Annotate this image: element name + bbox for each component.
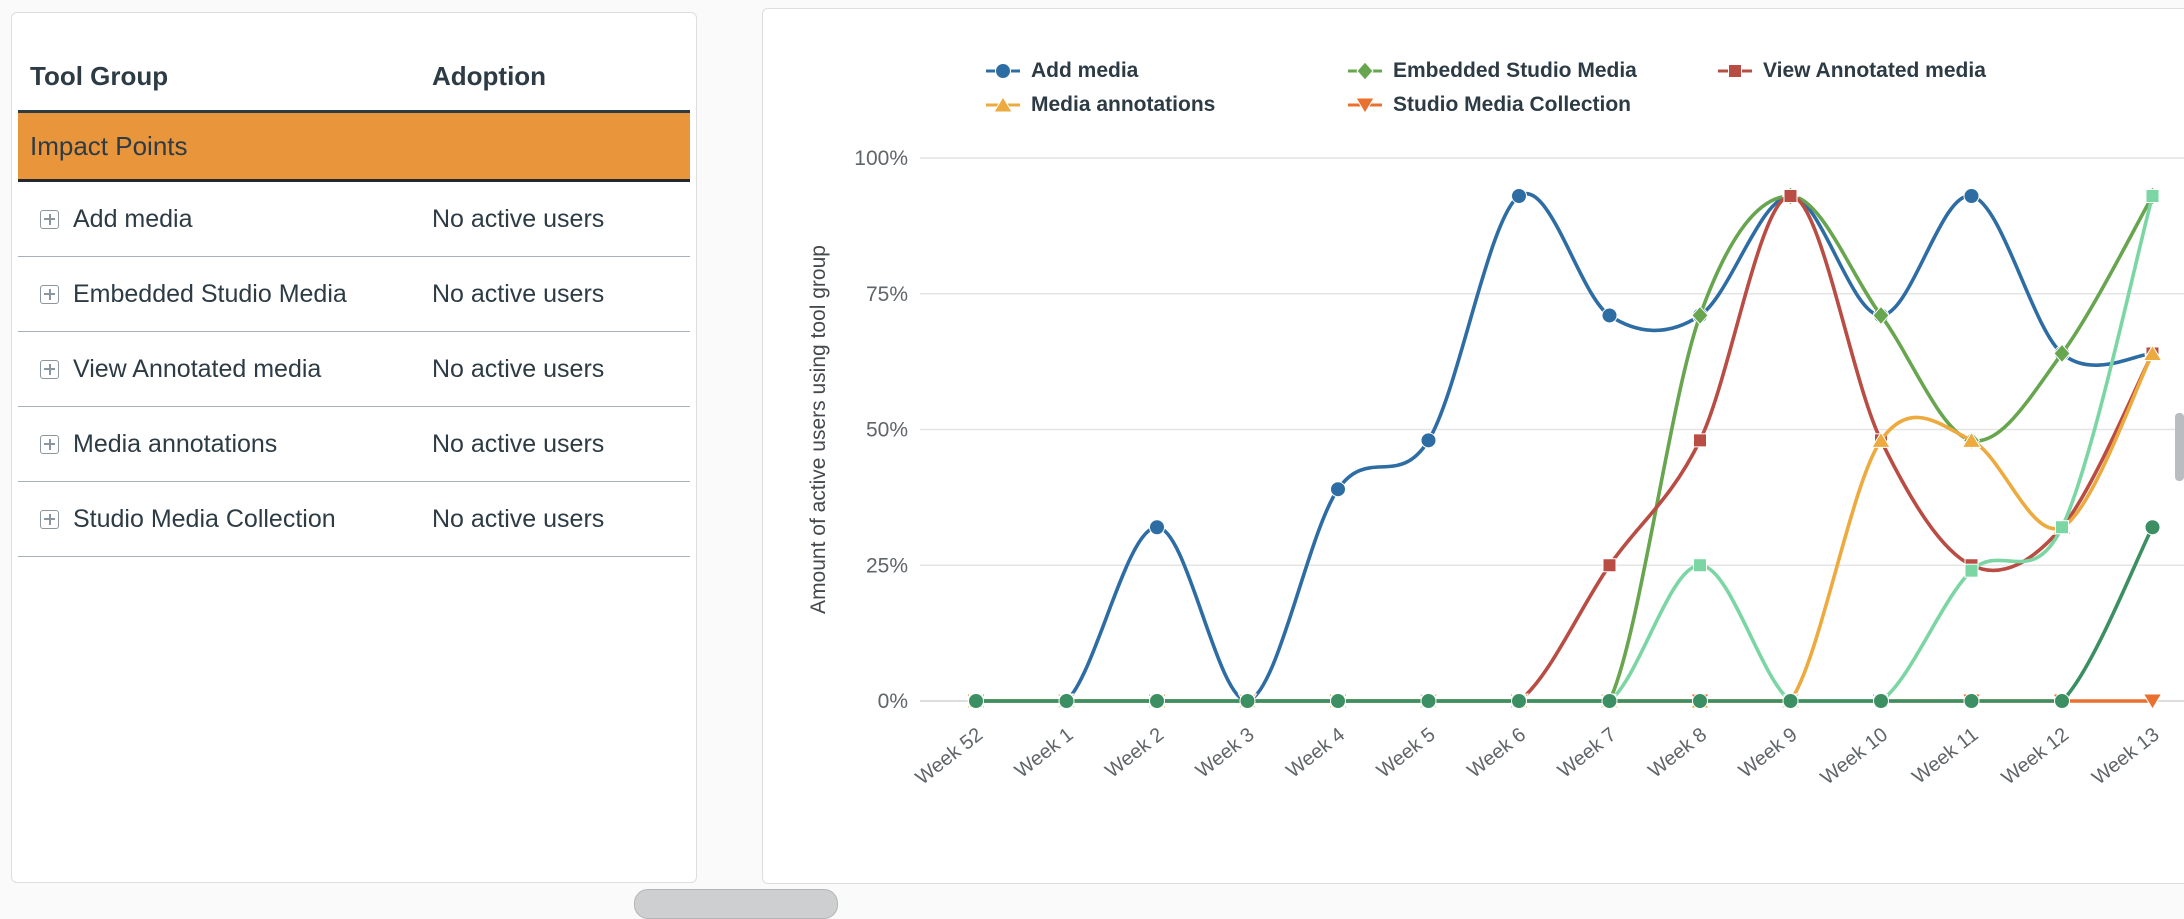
expand-icon[interactable] bbox=[40, 359, 59, 379]
table-row[interactable]: Media annotations No active users bbox=[18, 407, 690, 482]
group-row-label: Impact Points bbox=[30, 130, 188, 161]
horizontal-scrollbar-thumb[interactable] bbox=[634, 889, 838, 919]
tool-group-name: View Annotated media bbox=[73, 354, 322, 383]
tool-group-table-card: Tool Group Adoption Impact Points Add me… bbox=[11, 12, 697, 883]
series-line-embedded-studio-media bbox=[975, 194, 2155, 703]
adoption-value: No active users bbox=[432, 429, 605, 458]
legend-marker-triangle-down-icon bbox=[1348, 97, 1382, 114]
svg-text:Week 11: Week 11 bbox=[1908, 724, 1982, 789]
svg-text:75%: 75% bbox=[866, 283, 908, 306]
legend-item-media-annotations[interactable]: Media annotations bbox=[985, 93, 1347, 117]
series-line-unlabeled-6 bbox=[975, 526, 2155, 703]
tool-group-cell: Media annotations bbox=[18, 430, 430, 459]
legend-marker-circle-icon bbox=[986, 63, 1020, 79]
svg-text:25%: 25% bbox=[866, 554, 908, 577]
tool-group-name: Studio Media Collection bbox=[73, 504, 336, 533]
tool-group-cell: Embedded Studio Media bbox=[18, 280, 430, 309]
svg-text:Week 52: Week 52 bbox=[912, 724, 987, 790]
legend-marker-diamond-icon bbox=[1348, 61, 1382, 81]
svg-text:Week 4: Week 4 bbox=[1282, 724, 1349, 783]
table-row[interactable]: Embedded Studio Media No active users bbox=[18, 257, 690, 332]
legend-marker-triangle-up-icon bbox=[986, 96, 1020, 113]
svg-text:Week 5: Week 5 bbox=[1373, 724, 1440, 783]
adoption-chart: 0% 25% 50% 75% 100% Amount of active users us… bbox=[807, 147, 2184, 790]
svg-text:Week 1: Week 1 bbox=[1011, 724, 1078, 783]
legend-item-studio-media-collection[interactable]: Studio Media Collection bbox=[1347, 93, 1717, 117]
legend-label: Media annotations bbox=[1031, 93, 1216, 116]
vertical-scrollbar-thumb[interactable] bbox=[2175, 413, 2184, 481]
series-line-unlabeled-5 bbox=[975, 195, 2155, 703]
series-markers-media-annotations bbox=[966, 344, 2163, 709]
adoption-value: No active users bbox=[432, 204, 605, 233]
tool-group-cell: View Annotated media bbox=[18, 355, 430, 384]
legend-item-add-media[interactable]: Add media bbox=[985, 59, 1347, 83]
svg-text:Week 2: Week 2 bbox=[1101, 724, 1168, 783]
svg-text:Week 10: Week 10 bbox=[1817, 724, 1892, 790]
tool-group-name: Media annotations bbox=[73, 429, 278, 458]
adoption-value: No active users bbox=[432, 279, 605, 308]
column-header-adoption: Adoption bbox=[432, 61, 547, 91]
svg-text:0%: 0% bbox=[878, 690, 908, 713]
expand-icon[interactable] bbox=[40, 209, 59, 229]
chart-legend: Add media Embedded Studio Media View Annot… bbox=[985, 59, 1986, 117]
y-gridlines bbox=[920, 157, 2184, 702]
series-markers-unlabeled-6 bbox=[968, 519, 2161, 709]
tool-group-table: Tool Group Adoption Impact Points Add me… bbox=[18, 13, 690, 557]
table-row[interactable]: View Annotated media No active users bbox=[18, 332, 690, 407]
legend-label: Studio Media Collection bbox=[1393, 93, 1632, 116]
legend-label: View Annotated media bbox=[1763, 59, 1986, 82]
svg-text:Week 8: Week 8 bbox=[1644, 724, 1711, 783]
legend-label: Embedded Studio Media bbox=[1393, 59, 1637, 82]
svg-text:Week 13: Week 13 bbox=[2088, 724, 2163, 790]
adoption-value: No active users bbox=[432, 504, 605, 533]
svg-text:Week 12: Week 12 bbox=[1998, 724, 2073, 790]
legend-item-view-annotated-media[interactable]: View Annotated media bbox=[1717, 59, 1986, 83]
table-header-row: Tool Group Adoption bbox=[18, 13, 690, 113]
expand-icon[interactable] bbox=[40, 434, 59, 454]
legend-label: Add media bbox=[1031, 59, 1139, 82]
y-tick-labels: 0% 25% 50% 75% 100% bbox=[854, 147, 908, 713]
expand-icon[interactable] bbox=[40, 284, 59, 304]
expand-icon[interactable] bbox=[40, 509, 59, 529]
group-row-impact-points[interactable]: Impact Points bbox=[18, 113, 690, 182]
y-axis-title: Amount of active users using tool group bbox=[807, 245, 830, 614]
svg-text:50%: 50% bbox=[866, 419, 908, 442]
column-header-tool-group: Tool Group bbox=[30, 61, 169, 91]
tool-group-name: Add media bbox=[73, 204, 193, 233]
svg-text:Week 7: Week 7 bbox=[1554, 724, 1621, 783]
legend-item-embedded-studio-media[interactable]: Embedded Studio Media bbox=[1347, 59, 1717, 83]
adoption-value: No active users bbox=[432, 354, 605, 383]
series-line-view-annotated-media bbox=[975, 194, 2155, 703]
svg-text:100%: 100% bbox=[854, 147, 908, 170]
tool-group-name: Embedded Studio Media bbox=[73, 279, 347, 308]
series-line-add-media bbox=[975, 191, 2153, 703]
svg-text:Week 6: Week 6 bbox=[1463, 724, 1530, 783]
svg-text:Week 3: Week 3 bbox=[1192, 724, 1259, 783]
table-row[interactable]: Add media No active users bbox=[18, 182, 690, 257]
tool-group-cell: Studio Media Collection bbox=[18, 505, 430, 534]
adoption-chart-card: Add media Embedded Studio Media View Annot… bbox=[762, 8, 2184, 884]
legend-marker-square-icon bbox=[1718, 64, 1752, 78]
svg-text:Week 9: Week 9 bbox=[1735, 724, 1802, 783]
x-tick-labels: Week 52 Week 1 Week 2 Week 3 Week 4 Week 5 Wee… bbox=[912, 724, 2164, 790]
table-row[interactable]: Studio Media Collection No active users bbox=[18, 482, 690, 557]
tool-group-cell: Add media bbox=[18, 205, 430, 234]
